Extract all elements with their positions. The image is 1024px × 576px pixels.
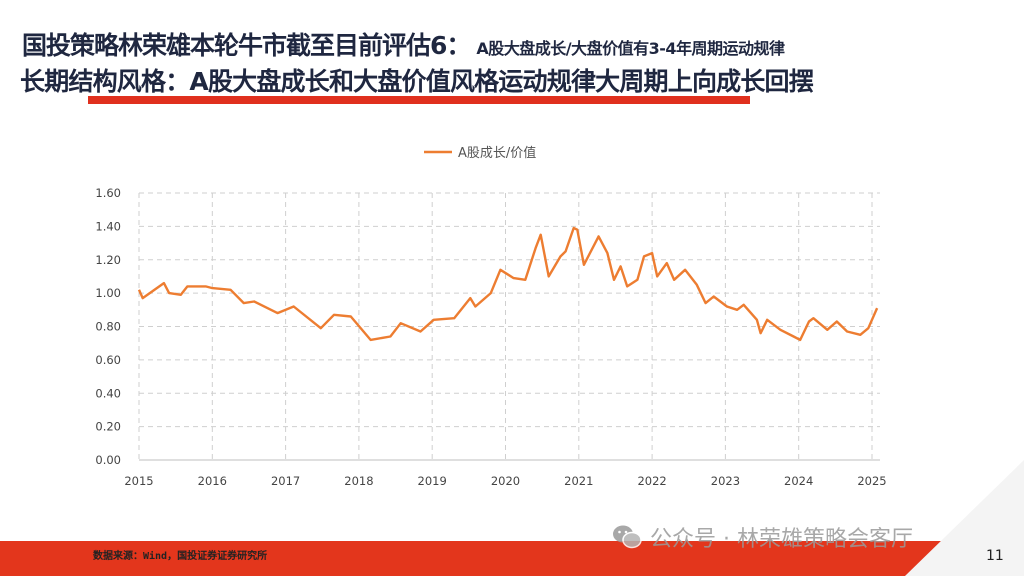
x-tick-label: 2015 [124,474,153,488]
slide-title-sub: A股大盘成长/大盘价值有3-4年周期运动规律 [476,39,785,58]
y-tick-label: 0.40 [95,386,121,400]
y-tick-label: 0.20 [95,420,121,434]
line-chart: 0.00 0.20 0.40 0.60 0.80 1.00 1.20 1.40 1.60 201… [95,145,886,488]
watermark-text: 公众号 · 林荣雄策略会客厅 [650,527,913,552]
page-number: 11 [986,548,1004,564]
x-tick-label: 2019 [418,474,447,488]
y-tick-label: 0.00 [95,453,121,467]
series-layer [137,226,879,342]
x-tick-label: 2021 [564,474,593,488]
y-tick-label: 0.80 [95,320,121,334]
x-tick-label: 2018 [344,474,373,488]
y-axis: 0.00 0.20 0.40 0.60 0.80 1.00 1.20 1.40 1.60 [95,186,121,467]
x-tick-label: 2020 [491,474,520,488]
legend: A股成长/价值 [424,145,536,161]
slide-title-main: 国投策略林荣雄本轮牛市截至目前评估6： [22,31,471,60]
grid [138,192,880,461]
x-tick-label: 2025 [857,474,886,488]
x-tick-label: 2023 [711,474,740,488]
y-tick-label: 1.60 [95,186,121,200]
wechat-icon [613,525,642,549]
x-tick-label: 2017 [271,474,300,488]
slide-subtitle: 长期结构风格：A股大盘成长和大盘价值风格运动规律大周期上向成长回摆 [20,67,814,96]
y-tick-label: 1.40 [95,219,121,233]
x-axis: 2015 2016 2017 2018 2019 2020 2021 2022 2023 2024… [124,474,886,488]
title-underline [88,96,750,104]
data-source: 数据来源：Wind，国投证券证券研究所 [93,551,268,562]
y-tick-label: 0.60 [95,353,121,367]
x-tick-label: 2016 [198,474,227,488]
series-line [137,226,879,342]
x-tick-label: 2024 [784,474,813,488]
y-tick-label: 1.20 [95,253,121,267]
x-tick-label: 2022 [637,474,666,488]
watermark: 公众号 · 林荣雄策略会客厅 [612,521,913,553]
slide-title: 国投策略林荣雄本轮牛市截至目前评估6： A股大盘成长/大盘价值有3-4年周期运动规… [22,26,785,62]
legend-label: A股成长/价值 [458,145,536,161]
y-tick-label: 1.00 [95,286,121,300]
